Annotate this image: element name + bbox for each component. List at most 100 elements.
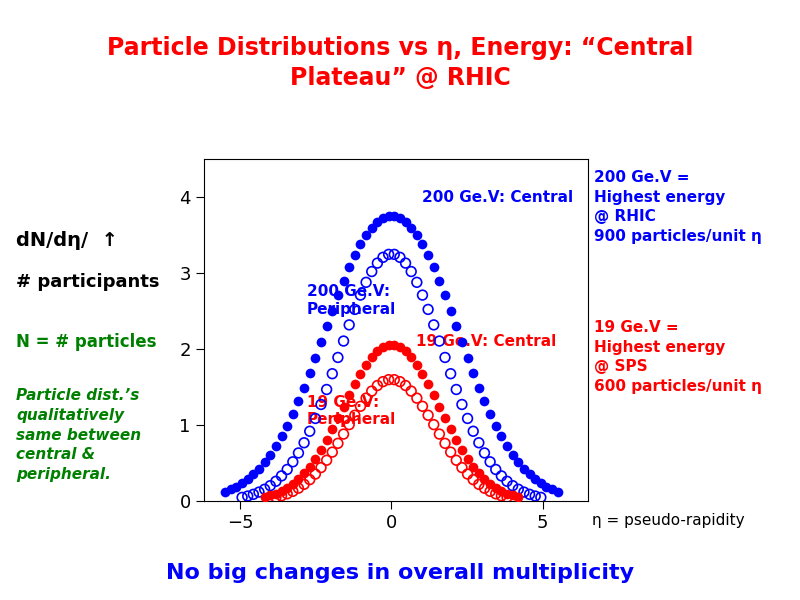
Point bbox=[360, 394, 373, 403]
Point bbox=[303, 462, 316, 472]
Point bbox=[473, 469, 486, 478]
Point bbox=[281, 421, 294, 431]
Point bbox=[473, 383, 486, 392]
Point bbox=[342, 263, 355, 272]
Point bbox=[382, 211, 395, 221]
Point bbox=[433, 402, 446, 412]
Point bbox=[230, 482, 243, 491]
Point bbox=[523, 469, 536, 479]
Point bbox=[394, 214, 406, 223]
Point bbox=[540, 482, 553, 491]
Point bbox=[303, 427, 316, 436]
Point bbox=[450, 436, 462, 445]
Point bbox=[314, 463, 327, 472]
Text: # participants: # participants bbox=[16, 273, 159, 291]
Point bbox=[314, 400, 327, 409]
Point bbox=[326, 448, 338, 457]
Point bbox=[461, 353, 474, 362]
Point bbox=[366, 267, 378, 277]
Point bbox=[303, 368, 316, 378]
Point bbox=[354, 239, 367, 249]
Point bbox=[281, 489, 294, 499]
Point bbox=[236, 493, 249, 502]
Point bbox=[444, 369, 457, 379]
Point bbox=[354, 290, 367, 300]
Point bbox=[366, 352, 378, 362]
Point bbox=[360, 230, 373, 240]
Point bbox=[473, 479, 486, 489]
Point bbox=[438, 413, 451, 423]
Point bbox=[326, 369, 338, 379]
Point bbox=[394, 377, 406, 386]
Point bbox=[377, 343, 390, 352]
Point bbox=[309, 353, 322, 362]
Point bbox=[281, 464, 294, 474]
Point bbox=[455, 400, 468, 409]
Point bbox=[399, 217, 412, 227]
Point bbox=[450, 322, 462, 331]
Point bbox=[473, 438, 486, 448]
Point bbox=[518, 464, 530, 473]
Point bbox=[366, 223, 378, 232]
Point bbox=[342, 420, 355, 430]
Point bbox=[218, 487, 231, 497]
Point bbox=[467, 462, 480, 472]
Point bbox=[416, 239, 429, 249]
Point bbox=[337, 402, 350, 412]
Point bbox=[309, 469, 322, 479]
Point bbox=[270, 493, 282, 502]
Point bbox=[281, 483, 294, 493]
Point bbox=[382, 375, 395, 385]
Point bbox=[490, 421, 502, 431]
Point bbox=[410, 278, 423, 287]
Point bbox=[270, 476, 282, 486]
Point bbox=[331, 290, 344, 300]
Point bbox=[427, 391, 440, 400]
Point bbox=[366, 386, 378, 396]
Point bbox=[298, 469, 310, 478]
Point bbox=[270, 441, 282, 451]
Point bbox=[484, 487, 497, 496]
Point bbox=[450, 385, 462, 394]
Point bbox=[247, 469, 260, 479]
Point bbox=[484, 479, 497, 489]
Point bbox=[371, 347, 384, 356]
Point bbox=[405, 267, 418, 277]
Point bbox=[405, 223, 418, 232]
Point bbox=[286, 457, 299, 467]
Point bbox=[292, 475, 305, 484]
Point bbox=[512, 457, 525, 467]
Point bbox=[264, 481, 277, 490]
Text: 200 Ge.V:
Peripheral: 200 Ge.V: Peripheral bbox=[307, 284, 396, 317]
Point bbox=[529, 474, 542, 484]
Point bbox=[342, 320, 355, 329]
Point bbox=[490, 483, 502, 493]
Point bbox=[455, 337, 468, 347]
Point bbox=[433, 429, 446, 439]
Text: 19 Ge.V =
Highest energy
@ SPS
600 particles/unit η: 19 Ge.V = Highest energy @ SPS 600 parti… bbox=[594, 320, 762, 394]
Point bbox=[337, 276, 350, 286]
Point bbox=[450, 455, 462, 465]
Point bbox=[326, 306, 338, 316]
Point bbox=[264, 491, 277, 500]
Text: N = # particles: N = # particles bbox=[16, 333, 157, 351]
Point bbox=[275, 486, 288, 496]
Point bbox=[422, 410, 434, 420]
Point bbox=[253, 464, 266, 473]
Point bbox=[444, 448, 457, 457]
Point bbox=[478, 484, 491, 493]
Point bbox=[342, 391, 355, 400]
Point bbox=[501, 441, 514, 451]
Point bbox=[461, 469, 474, 479]
Text: Particle dist.’s
qualitatively
same between
central &
peripheral.: Particle dist.’s qualitatively same betw… bbox=[16, 388, 141, 482]
Point bbox=[467, 368, 480, 378]
Point bbox=[286, 487, 299, 496]
Point bbox=[427, 320, 440, 329]
Point bbox=[225, 485, 238, 494]
Point bbox=[331, 353, 344, 362]
Point bbox=[512, 484, 525, 494]
Point bbox=[298, 479, 310, 489]
Point bbox=[478, 475, 491, 484]
Point bbox=[422, 379, 434, 389]
Text: η = pseudo-rapidity: η = pseudo-rapidity bbox=[592, 512, 745, 528]
